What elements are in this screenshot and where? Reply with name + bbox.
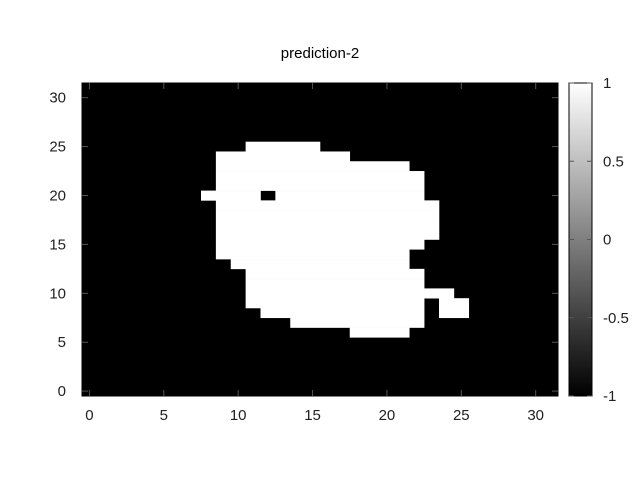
y-tick-label: 0	[58, 383, 66, 400]
y-tick-label: 15	[49, 236, 66, 253]
heatmap-cell-run	[215, 249, 410, 260]
heatmap-cell-run	[215, 219, 440, 231]
heatmap-cell-run	[245, 288, 455, 299]
heatmap-cell-run	[215, 180, 425, 191]
heatmap-cell-run	[245, 141, 321, 152]
heatmap-cell-run	[245, 298, 425, 309]
heatmap-cell-run	[275, 190, 425, 201]
x-tick-label: 25	[453, 407, 470, 424]
heatmap-cell-run	[349, 327, 410, 338]
y-tick-label: 10	[49, 285, 66, 302]
heatmap-cell-run	[215, 200, 440, 211]
heatmap-cells	[82, 83, 558, 396]
x-tick-label: 10	[230, 407, 247, 424]
y-tick-label: 30	[49, 90, 66, 107]
heatmap-cell-run	[215, 229, 440, 240]
heatmap-cell-run	[201, 190, 261, 201]
colorbar: 1 0.5 0 -0.5 -1	[568, 75, 629, 405]
colorbar-tick-label: 1	[603, 75, 611, 92]
colorbar-tick-label: -0.5	[603, 310, 629, 327]
y-tick-label: 25	[49, 139, 66, 156]
heatmap-cell-run	[215, 210, 440, 221]
heatmap-cell-run	[215, 161, 410, 172]
heatmap-cell-run	[439, 298, 470, 309]
heatmap-cell-run	[215, 171, 425, 182]
heatmap-cell-run	[230, 259, 410, 270]
heatmap-cell-run	[215, 239, 425, 250]
x-tick-label: 30	[527, 407, 544, 424]
heatmap-cell-run	[260, 307, 425, 319]
colorbar-tick-label: 0.5	[603, 153, 624, 170]
plot-axes: 0 5 10 15 20 25 30 0 5 10 15 20 25 30	[49, 82, 559, 424]
y-tick-label: 5	[58, 334, 66, 351]
heatmap-cell-run	[290, 317, 425, 328]
plot-frame	[81, 82, 559, 397]
heatmap-cell-run	[215, 151, 351, 162]
x-tick-label: 15	[304, 407, 321, 424]
heatmap-cell-run	[245, 268, 425, 279]
colorbar-tick-label: 0	[603, 232, 611, 249]
x-tick-label: 0	[85, 407, 93, 424]
x-tick-label: 5	[160, 407, 168, 424]
chart-title: prediction-2	[280, 45, 360, 62]
y-tick-label: 20	[49, 187, 66, 204]
heatmap-cell-run	[245, 278, 425, 289]
x-tick-label: 20	[379, 407, 396, 424]
heatmap-cell-run	[439, 307, 470, 319]
colorbar-tick-label: -1	[603, 388, 616, 405]
